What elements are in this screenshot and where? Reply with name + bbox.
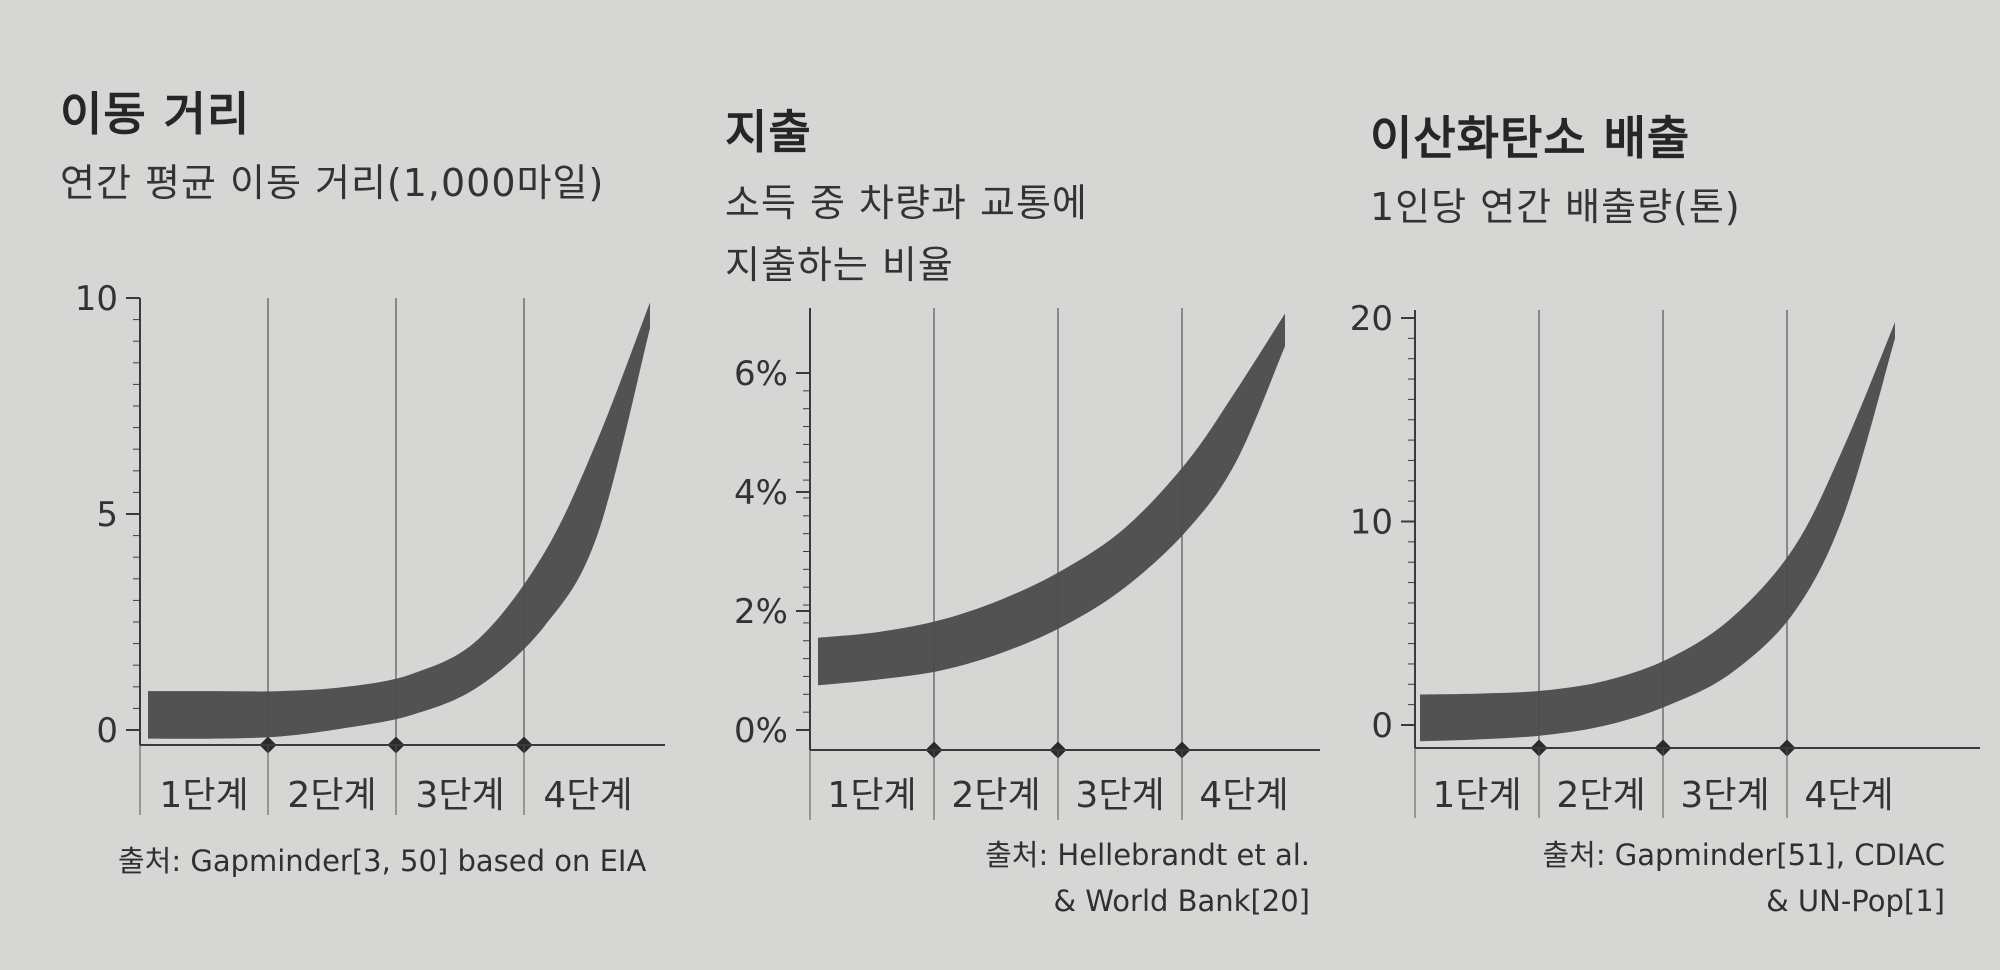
chart-plot: 1단계 2단계 3단계 4단계 0 10 20 [1350, 299, 1980, 818]
chart-source: 출처: Hellebrandt et al. & World Bank[20] [985, 838, 1310, 918]
x-tick-label: 4단계 [543, 775, 632, 816]
x-tick-label: 4단계 [1804, 775, 1893, 816]
chart-plot: 1단계 2단계 3단계 4단계 0% 2% 4% 6% [734, 308, 1320, 820]
chart-title: 이동 거리 [60, 87, 251, 141]
chart-plot: 1단계 2단계 3단계 4단계 0 5 10 [75, 279, 665, 816]
data-band [148, 302, 650, 739]
x-tick-label: 1단계 [827, 775, 916, 816]
x-tick-label: 2단계 [287, 775, 376, 816]
x-tick-label: 3단계 [1680, 775, 1769, 816]
y-tick-label: 2% [734, 592, 788, 632]
chart-subtitle: 소득 중 차량과 교통에 지출하는 비율 [725, 181, 1088, 287]
y-tick-label: 20 [1350, 299, 1393, 339]
y-tick-label: 0 [1371, 706, 1393, 746]
y-tick-label: 0 [96, 711, 118, 751]
x-tick-label: 3단계 [1075, 775, 1164, 816]
chart-panel-travel: 이동 거리 연간 평균 이동 거리(1,000마일) 1단계 2단계 3단계 4단계 0… [0, 0, 680, 970]
x-tick-label: 2단계 [1556, 775, 1645, 816]
x-tick-label: 1단계 [159, 775, 248, 816]
chart-title: 지출 [725, 105, 812, 159]
chart-title: 이산화탄소 배출 [1370, 111, 1691, 165]
x-tick-label: 2단계 [951, 775, 1040, 816]
chart-source: 출처: Gapminder[3, 50] based on EIA [118, 844, 647, 878]
y-tick-label: 10 [75, 279, 118, 319]
x-tick-label: 1단계 [1432, 775, 1521, 816]
y-tick-label: 5 [96, 495, 118, 535]
x-tick-label: 4단계 [1199, 775, 1288, 816]
y-tick-label: 4% [734, 473, 788, 513]
y-tick-label: 0% [734, 711, 788, 751]
chart-panel-co2: 이산화탄소 배출 1인당 연간 배출량(톤) 1단계 2단계 3단계 4단계 0 10 20… [1340, 0, 2000, 970]
data-band [1420, 322, 1895, 742]
y-tick-label: 6% [734, 354, 788, 394]
y-tick-label: 10 [1350, 503, 1393, 543]
chart-source: 출처: Gapminder[51], CDIAC & UN-Pop[1] [1542, 838, 1945, 918]
chart-subtitle: 1인당 연간 배출량(톤) [1370, 185, 1741, 229]
chart-subtitle: 연간 평균 이동 거리(1,000마일) [60, 161, 605, 205]
x-tick-label: 3단계 [415, 775, 504, 816]
data-band [818, 313, 1285, 686]
chart-panel-expenditure: 지출 소득 중 차량과 교통에 지출하는 비율 1단계 2단계 3단계 4단계 0% 2%… [680, 0, 1340, 970]
